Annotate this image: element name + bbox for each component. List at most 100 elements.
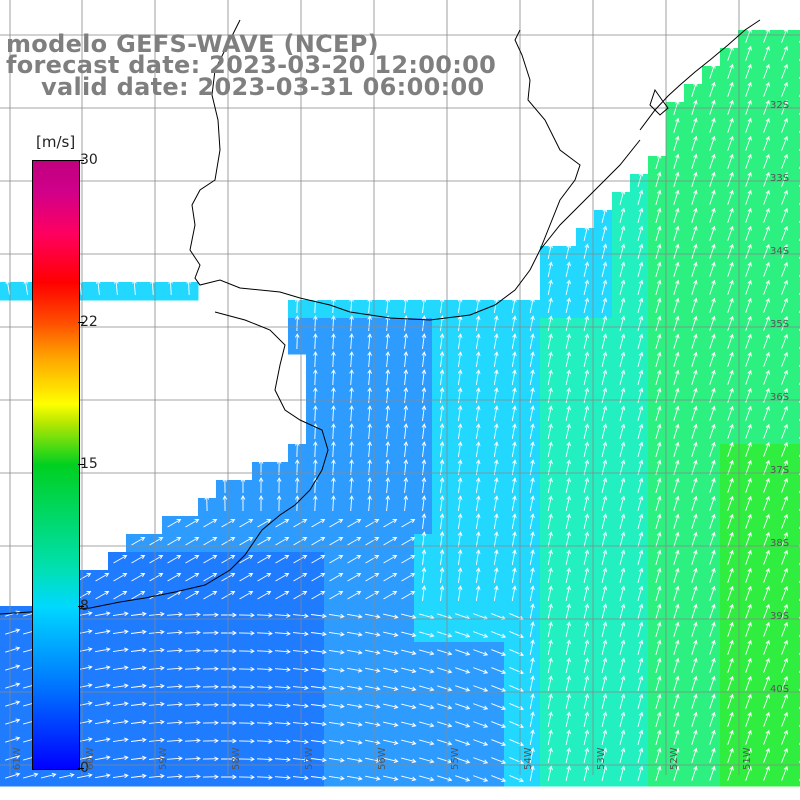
wind-arrow xyxy=(619,495,626,511)
wind-arrow xyxy=(709,279,716,295)
wind-arrow xyxy=(709,297,716,313)
wind-arrow xyxy=(709,765,716,781)
wind-arrow xyxy=(222,477,228,494)
wind-arrow xyxy=(781,27,788,43)
wind-arrow xyxy=(131,591,146,600)
wind-arrow xyxy=(331,333,336,350)
wind-arrow xyxy=(457,369,463,386)
wind-arrow xyxy=(349,315,354,332)
wind-arrow xyxy=(727,387,734,403)
wind-arrow xyxy=(5,682,21,689)
wind-arrow xyxy=(364,757,381,763)
wind-arrow xyxy=(601,495,608,511)
wind-arrow xyxy=(331,441,336,458)
wind-arrow xyxy=(132,279,137,296)
wind-arrow xyxy=(727,693,734,709)
wind-arrow xyxy=(185,555,200,564)
wind-arrow xyxy=(691,549,698,565)
wind-arrow xyxy=(547,585,553,602)
wind-arrow xyxy=(221,756,237,762)
wind-arrow xyxy=(529,513,535,530)
wind-arrow xyxy=(583,387,590,403)
wind-arrow xyxy=(421,459,427,476)
wind-arrow xyxy=(655,189,662,205)
wind-arrow xyxy=(601,279,608,295)
wind-arrow xyxy=(655,405,662,421)
wind-arrow xyxy=(673,315,680,331)
wind-arrow xyxy=(637,441,644,457)
wind-arrow xyxy=(547,477,553,494)
wind-arrow xyxy=(383,573,398,582)
wind-arrow xyxy=(763,207,770,223)
wind-arrow xyxy=(781,189,788,205)
wind-arrow xyxy=(709,621,716,637)
wind-arrow xyxy=(565,369,571,386)
wind-arrow xyxy=(727,333,734,349)
wind-arrow xyxy=(691,459,698,475)
longitude-label: 61W xyxy=(12,747,23,770)
wind-arrow xyxy=(727,189,734,205)
wind-arrow xyxy=(475,495,481,512)
wind-arrow xyxy=(673,639,680,655)
wind-arrow xyxy=(709,729,716,745)
wind-arrow xyxy=(583,567,590,583)
wind-arrow xyxy=(745,315,752,331)
wind-arrow xyxy=(221,630,237,636)
wind-arrow xyxy=(583,765,590,781)
wind-arrow xyxy=(655,279,662,295)
wind-arrow xyxy=(293,573,308,582)
wind-arrow xyxy=(709,513,716,529)
wind-arrow xyxy=(401,591,416,600)
longitude-label: 51W xyxy=(742,747,753,770)
wind-arrow xyxy=(691,585,698,601)
wind-arrow xyxy=(511,513,517,530)
wind-arrow xyxy=(745,747,752,763)
wind-arrow xyxy=(727,207,734,223)
wind-arrow xyxy=(745,135,752,151)
wind-arrow xyxy=(310,685,327,691)
wind-arrow xyxy=(148,647,165,653)
wind-arrow xyxy=(637,621,644,637)
wind-arrow xyxy=(329,555,344,564)
wind-arrow xyxy=(601,621,608,637)
wind-arrow xyxy=(184,612,201,617)
wind-arrow xyxy=(583,261,590,277)
wind-arrow xyxy=(511,441,517,458)
wind-arrow xyxy=(637,351,644,367)
wind-arrow xyxy=(781,549,788,565)
wind-arrow xyxy=(763,225,770,241)
wind-arrow xyxy=(619,351,626,367)
wind-arrow xyxy=(673,279,680,295)
wind-arrow xyxy=(601,261,608,277)
wind-arrow xyxy=(781,243,788,259)
wind-arrow xyxy=(256,613,273,618)
latitude-label: 32S xyxy=(770,100,790,111)
wind-arrow xyxy=(167,519,182,528)
wind-arrow xyxy=(439,405,445,422)
wind-arrow xyxy=(349,369,354,386)
wind-arrow xyxy=(313,351,318,368)
wind-arrow xyxy=(727,135,734,151)
wind-arrow xyxy=(403,351,409,368)
latitude-label: 33S xyxy=(770,173,790,184)
wind-arrow xyxy=(329,573,344,582)
wind-arrow xyxy=(256,685,273,690)
wind-arrow xyxy=(112,683,129,689)
wind-arrow xyxy=(727,117,734,133)
wind-arrow xyxy=(673,405,680,421)
wind-arrow xyxy=(691,153,698,169)
wind-arrow xyxy=(475,351,481,368)
wind-arrow xyxy=(331,405,336,422)
wind-arrow xyxy=(166,738,183,743)
wind-arrow xyxy=(493,351,499,368)
wind-arrow xyxy=(292,775,309,781)
wind-arrow xyxy=(421,405,427,422)
wind-arrow xyxy=(5,646,21,653)
wind-arrow xyxy=(329,537,344,546)
wind-arrow xyxy=(421,315,427,332)
wind-arrow xyxy=(601,513,608,529)
wind-arrow xyxy=(383,667,399,673)
wind-arrow xyxy=(329,519,344,528)
wind-arrow xyxy=(112,701,129,707)
wind-arrow xyxy=(131,573,146,582)
